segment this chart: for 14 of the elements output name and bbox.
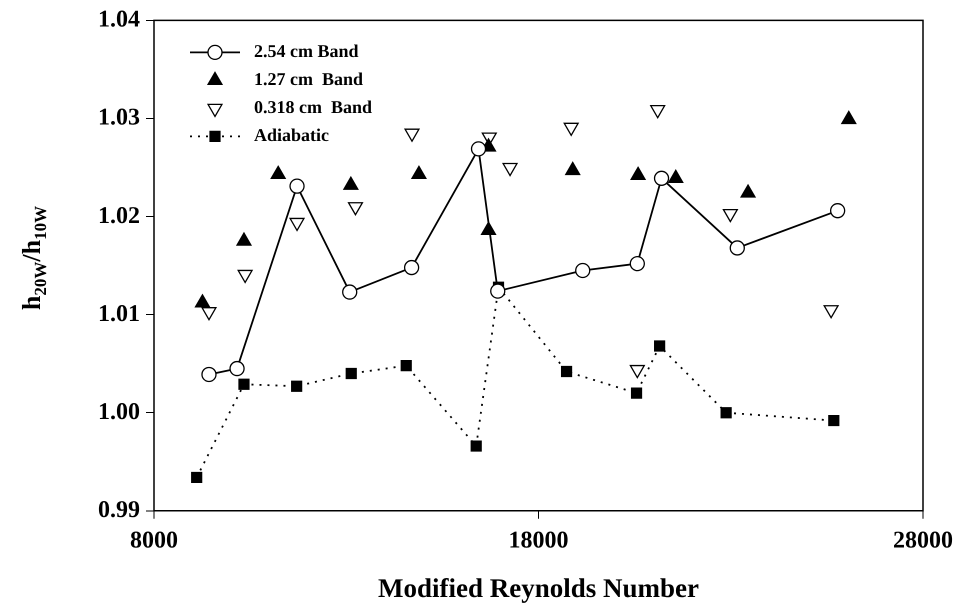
x-tick-label: 18000 [508,527,568,554]
y-tick-label: 1.00 [98,398,140,425]
legend-label: 1.27 cm Band [254,69,364,90]
y-tick-label: 1.02 [98,202,140,229]
y-tick-label: 1.03 [98,104,140,131]
y-tick-label: 0.99 [98,497,140,524]
legend-label: 2.54 cm Band [254,41,359,62]
y-tick-label: 1.01 [98,300,140,327]
x-tick-label: 28000 [893,527,953,554]
legend-label: 0.318 cm Band [254,97,372,118]
x-tick-label: 8000 [130,527,178,554]
legend-label: Adiabatic [254,125,330,146]
y-tick-label: 1.04 [98,6,140,33]
x-axis-title: Modified Reynolds Number [378,572,700,603]
